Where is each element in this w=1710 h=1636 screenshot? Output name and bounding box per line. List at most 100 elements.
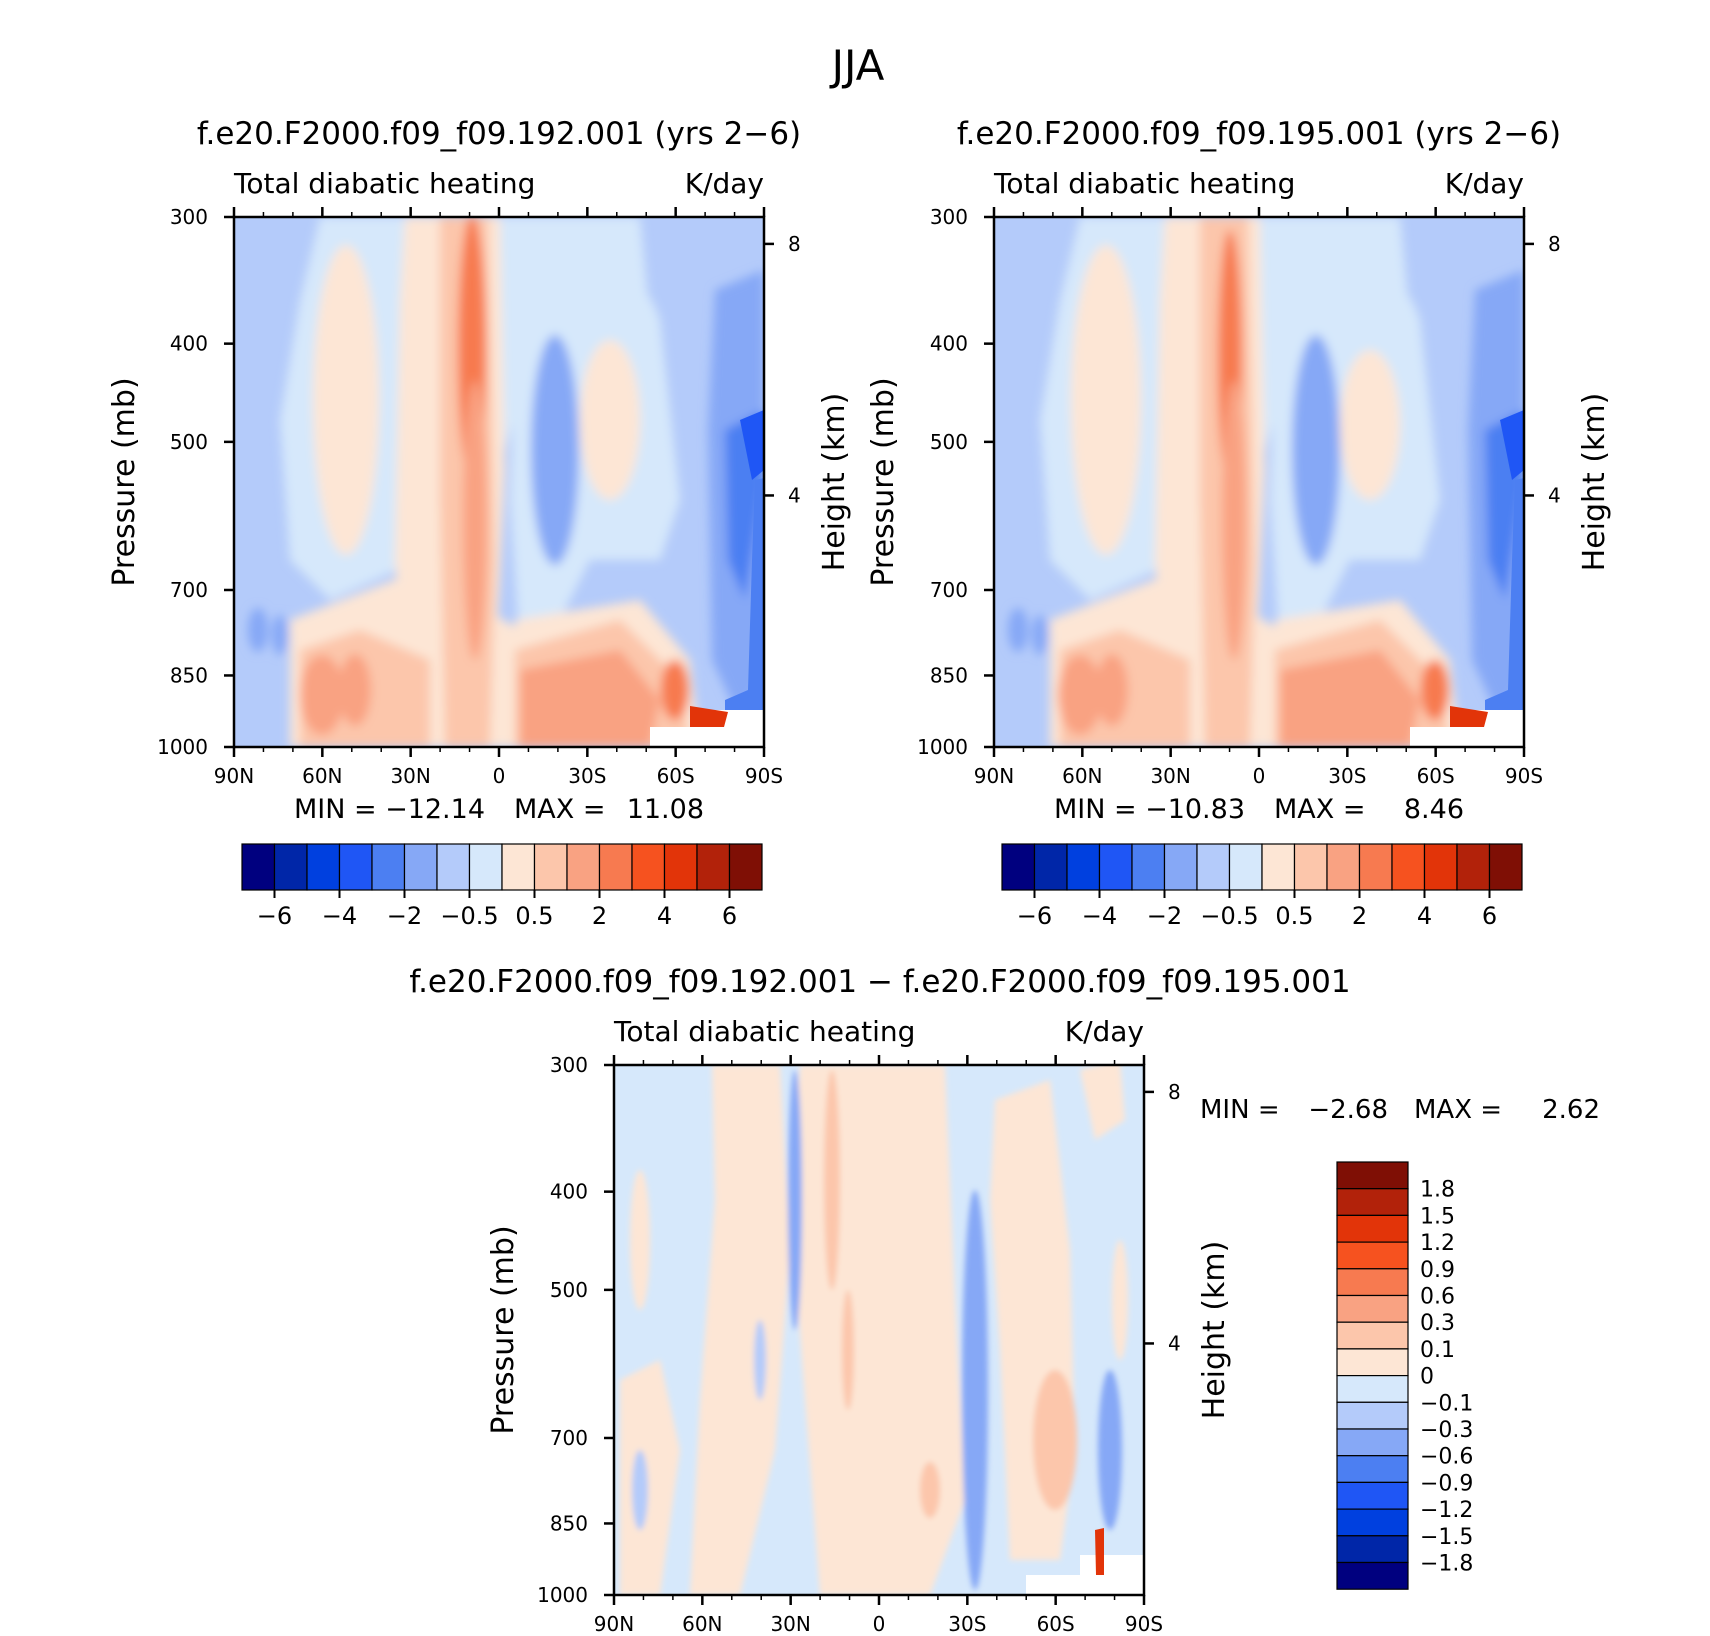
colorbar-b-box-5	[1163, 843, 1198, 891]
panel-c-max-value: 2.62	[1542, 1095, 1600, 1125]
colorbar-a-box-12	[631, 843, 666, 891]
panel-b-ytick-label-3: 700	[930, 578, 968, 602]
panel-b-max-label: MAX =	[1274, 794, 1365, 825]
panel-c-min-value: −2.68	[1308, 1095, 1388, 1125]
panel-c-max-label: MAX =	[1414, 1095, 1502, 1125]
colorbar-b-box-13	[1423, 843, 1458, 891]
panel-c-subtitle-right: K/day	[1065, 1015, 1144, 1048]
colorbar-c-label-10: −0.6	[1420, 1445, 1473, 1470]
colorbar-b-label-2: −2	[1147, 902, 1182, 930]
colorbar-c-label-1: 1.5	[1420, 1204, 1455, 1229]
colorbar-c-box-4	[1336, 1268, 1409, 1297]
panel-b-xtick-label-6: 90S	[1505, 764, 1543, 788]
panel-c-ytick-label-2: 500	[550, 1278, 588, 1302]
panel-c-ylabel: Pressure (mb)	[486, 1225, 521, 1434]
colorbar-b-box-14	[1456, 843, 1491, 891]
panel-b-ytick-label-5: 1000	[917, 735, 968, 759]
colorbar-a-label-7: 6	[722, 902, 737, 930]
colorbar-c-label-8: −0.1	[1420, 1391, 1473, 1416]
colorbar-a-label-2: −2	[387, 902, 422, 930]
colorbar-b-box-9	[1293, 843, 1328, 891]
colorbar-c-label-9: −0.3	[1420, 1418, 1473, 1443]
panel-a-xtick-label-1: 60N	[302, 764, 342, 788]
panel-c-xtick-label-6: 90S	[1125, 1612, 1163, 1636]
panel-a-subtitle-right: K/day	[685, 167, 764, 200]
panel-c-ytick-label-5: 1000	[537, 1583, 588, 1607]
panel-a-max-value: 11.08	[627, 794, 704, 825]
colorbar-b-label-4: 0.5	[1275, 902, 1313, 930]
colorbar-c-label-6: 0.1	[1420, 1338, 1455, 1363]
colorbar-c-box-5	[1336, 1294, 1409, 1323]
panel-c: f.e20.F2000.f09_f09.192.001 − f.e20.F200…	[409, 964, 1600, 1597]
panel-c-y2tick-label-1: 4	[1168, 1331, 1181, 1355]
panel-b-xtick-label-2: 30N	[1150, 764, 1190, 788]
colorbar-c-label-7: 0	[1420, 1365, 1434, 1390]
panel-b-min-label: MIN =	[1054, 794, 1137, 825]
colorbar-a-box-0	[241, 843, 276, 891]
colorbar-b-box-12	[1391, 843, 1426, 891]
colorbar-a-box-10	[566, 843, 601, 891]
colorbar-a-box-2	[306, 843, 341, 891]
panel-b-ylabel: Pressure (mb)	[866, 377, 901, 586]
panel-a-ytick-label-1: 400	[170, 332, 208, 356]
panel-b-y2label: Height (km)	[1577, 393, 1612, 572]
panel-a-ytick-label-4: 850	[170, 663, 208, 687]
colorbar-a-label-1: −4	[322, 902, 357, 930]
colorbar-b-label-1: −4	[1082, 902, 1117, 930]
colorbar-b-label-5: 2	[1352, 902, 1367, 930]
panel-c-xtick-label-1: 60N	[682, 1612, 722, 1636]
panel-c-y2label: Height (km)	[1197, 1241, 1232, 1420]
panel-a-title: f.e20.F2000.f09_f09.192.001 (yrs 2−6)	[197, 116, 801, 152]
panel-a-y2label: Height (km)	[817, 393, 852, 572]
panel-a-xtick-label-6: 90S	[745, 764, 783, 788]
colorbar-c-box-14	[1336, 1535, 1409, 1564]
panel-b-field	[994, 217, 1524, 747]
panel-a-ylabel: Pressure (mb)	[107, 377, 142, 586]
colorbar-c-box-11	[1336, 1455, 1409, 1483]
colorbar-a-label-6: 4	[657, 902, 672, 930]
panel-a-ytick-label-3: 700	[170, 578, 208, 602]
panel-a-xtick-label-3: 0	[493, 764, 506, 788]
colorbar-a-label-3: −0.5	[440, 902, 498, 930]
panel-c-xtick-label-0: 90N	[594, 1612, 634, 1636]
colorbar-c-box-1	[1336, 1188, 1409, 1216]
colorbar-b-box-6	[1196, 843, 1231, 891]
panel-c-title: f.e20.F2000.f09_f09.192.001 − f.e20.F200…	[409, 964, 1350, 1000]
panel-a-max-label: MAX =	[514, 794, 605, 825]
colorbar-c-label-12: −1.2	[1420, 1498, 1473, 1523]
colorbar-b-label-7: 6	[1482, 902, 1497, 930]
panel-b-xtick-label-1: 60N	[1062, 764, 1102, 788]
panel-c-xtick-label-3: 0	[873, 1612, 886, 1636]
panel-a-ytick-label-2: 500	[170, 430, 208, 454]
colorbar-c-box-9	[1336, 1401, 1409, 1430]
colorbar-b-box-8	[1261, 843, 1296, 891]
panel-b-ytick-label-2: 500	[930, 430, 968, 454]
panel-c-ytick-label-1: 400	[550, 1180, 588, 1204]
panel-a-ytick-label-5: 1000	[157, 735, 208, 759]
panel-a-min-label: MIN =	[294, 794, 377, 825]
panel-c-field	[614, 1065, 1144, 1595]
colorbar-b-box-10	[1326, 843, 1361, 891]
panel-c-min-label: MIN =	[1200, 1095, 1280, 1125]
panel-a-xtick-label-2: 30N	[390, 764, 430, 788]
panel-c-ytick-label-4: 850	[550, 1511, 588, 1535]
panel-c-xtick-label-5: 60S	[1037, 1612, 1075, 1636]
colorbar-a-box-15	[728, 843, 763, 891]
colorbar-c-label-3: 0.9	[1420, 1258, 1455, 1283]
colorbar-a-box-13	[663, 843, 698, 891]
panel-a-field	[234, 217, 764, 747]
colorbar-b-label-3: −0.5	[1200, 902, 1258, 930]
colorbar-a-box-1	[273, 843, 308, 891]
colorbar-c-label-4: 0.6	[1420, 1285, 1455, 1310]
colorbar-a-label-0: −6	[257, 902, 292, 930]
colorbar-b-box-1	[1033, 843, 1068, 891]
colorbar-c-box-6	[1336, 1321, 1409, 1350]
panel-a-ytick-label-0: 300	[170, 205, 208, 229]
colorbar-a-box-11	[598, 843, 633, 891]
colorbar-c-box-0	[1336, 1161, 1409, 1190]
colorbar-c-label-14: −1.8	[1420, 1552, 1473, 1577]
colorbar-a-label-5: 2	[592, 902, 607, 930]
colorbar-b-box-0	[1001, 843, 1036, 891]
